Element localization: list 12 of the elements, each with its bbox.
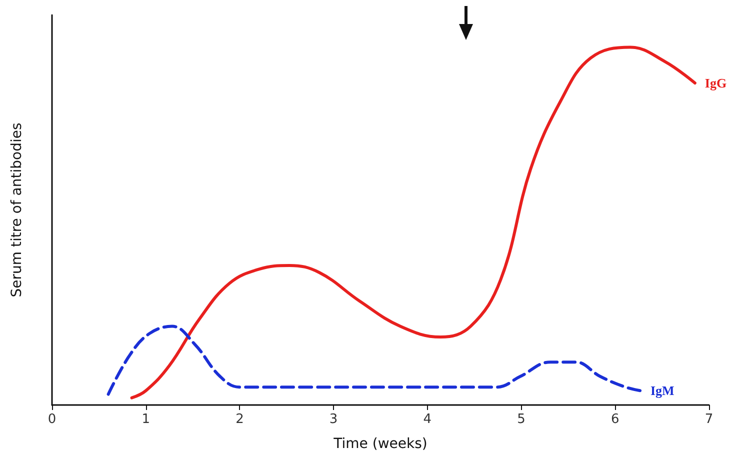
series-label: IgM [650, 383, 674, 398]
x-axis-title: Time (weeks) [332, 436, 428, 452]
x-tick-label: 1 [142, 412, 150, 427]
x-tick-label: 2 [236, 412, 244, 427]
x-tick-label: 3 [329, 412, 338, 427]
x-tick-label: 7 [704, 412, 714, 427]
x-tick-label: 4 [423, 412, 432, 427]
y-axis-title: Serum titre of antibodies [9, 122, 25, 298]
x-tick-label: 5 [517, 412, 526, 427]
x-tick-label: 0 [48, 412, 56, 427]
series-label: IgG [704, 75, 727, 90]
x-tick-label: 6 [611, 412, 620, 427]
